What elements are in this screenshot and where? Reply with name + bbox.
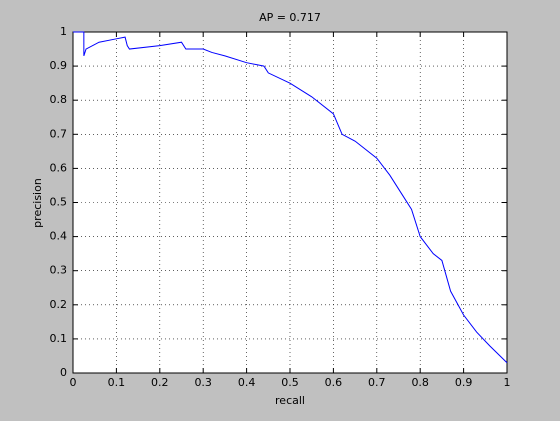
x-tick-label: 0.6 (325, 376, 343, 389)
x-tick-label: 0.3 (194, 376, 212, 389)
x-tick-label: 0.5 (281, 376, 299, 389)
x-axis-label: recall (275, 394, 305, 407)
y-tick-label: 0 (60, 366, 67, 379)
y-tick-label: 1 (60, 25, 67, 38)
y-tick-label: 0.5 (50, 196, 68, 209)
y-tick-label: 0.4 (50, 230, 68, 243)
y-tick-label: 0.3 (50, 264, 68, 277)
axes-box (72, 31, 508, 374)
x-tick-label: 0.4 (238, 376, 256, 389)
x-tick-label: 0.8 (411, 376, 429, 389)
x-tick-label: 0 (70, 376, 77, 389)
chart-title: AP = 0.717 (259, 11, 321, 24)
y-axis-label: precision (31, 178, 44, 228)
y-tick-label: 0.1 (50, 332, 68, 345)
x-tick-label: 0.1 (108, 376, 126, 389)
y-tick-label: 0.2 (50, 298, 68, 311)
y-tick-label: 0.7 (50, 127, 68, 140)
x-tick-label: 0.2 (151, 376, 169, 389)
y-tick-label: 0.6 (50, 161, 68, 174)
x-tick-label: 0.9 (455, 376, 473, 389)
x-tick-label: 0.7 (368, 376, 386, 389)
y-tick-label: 0.9 (50, 59, 68, 72)
pr-curve (73, 31, 508, 364)
x-tick-label: 1 (504, 376, 511, 389)
y-tick-label: 0.8 (50, 93, 68, 106)
